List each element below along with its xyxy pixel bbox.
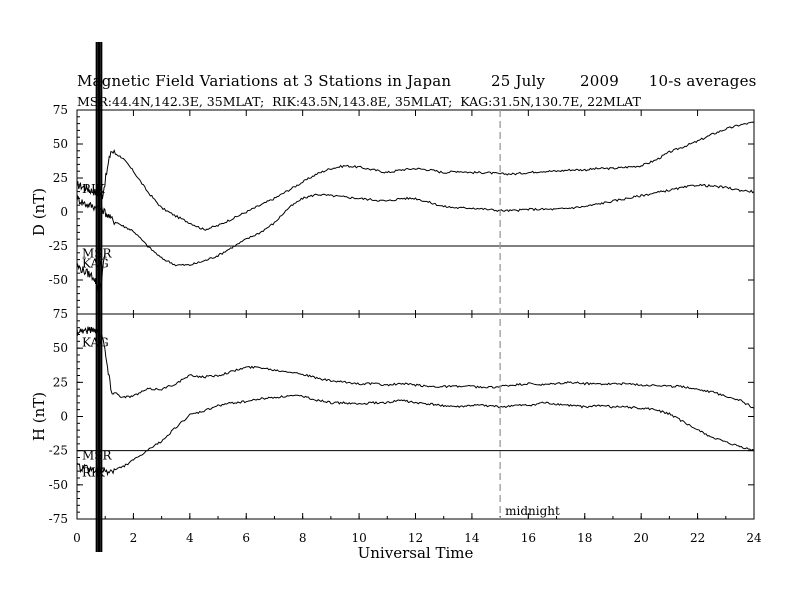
- ytick-label-d: 75: [53, 103, 68, 117]
- ytick-label-d: -50: [49, 273, 68, 287]
- midnight-label: midnight: [505, 504, 560, 518]
- series-line-h-msr: [76, 394, 755, 477]
- xtick-label: 2: [130, 531, 138, 545]
- series-line-d-msr: [76, 183, 755, 267]
- xtick-label: 14: [464, 531, 480, 545]
- station-coordinates: MSR:44.4N,142.3E, 35MLAT; RIK:43.5N,143.…: [77, 94, 641, 109]
- xlabel: Universal Time: [358, 544, 474, 562]
- ylabel-h: H (nT): [30, 392, 48, 441]
- xtick-label: 6: [242, 531, 250, 545]
- ytick-label-h: -50: [49, 478, 68, 492]
- station-label-d: KAG: [82, 257, 109, 271]
- series-line-d-rik: [77, 121, 755, 231]
- xtick-label: 8: [299, 531, 307, 545]
- ytick-label-d: -25: [49, 239, 68, 253]
- xtick-label: 10: [351, 531, 366, 545]
- ytick-label-h: -25: [49, 444, 68, 458]
- ytick-label-h: 0: [60, 410, 68, 424]
- ytick-label-h: 25: [53, 375, 68, 389]
- ytick-label-d: 0: [60, 205, 68, 219]
- xtick-label: 22: [690, 531, 705, 545]
- xtick-label: 16: [521, 531, 536, 545]
- ytick-label-h: 75: [53, 307, 68, 321]
- chart-title: Magnetic Field Variations at 3 Stations …: [77, 72, 757, 90]
- xtick-label: 24: [746, 531, 762, 545]
- station-label-h: KAG: [82, 335, 109, 349]
- series-line-h-kag: [76, 326, 755, 409]
- ytick-label-h: -75: [49, 512, 68, 526]
- xtick-label: 4: [186, 531, 194, 545]
- xtick-label: 12: [408, 531, 423, 545]
- xtick-label: 18: [577, 531, 592, 545]
- ytick-label-h: 50: [53, 341, 68, 355]
- xtick-label: 20: [634, 531, 649, 545]
- ytick-label-d: 50: [53, 137, 68, 151]
- ytick-label-d: 25: [53, 171, 68, 185]
- xtick-label: 0: [73, 531, 81, 545]
- ylabel-d: D (nT): [30, 188, 48, 236]
